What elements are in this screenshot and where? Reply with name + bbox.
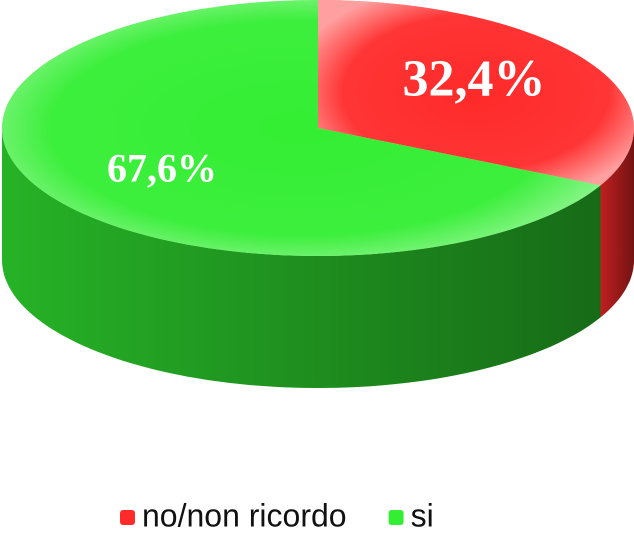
slice-shine — [2, 0, 601, 256]
value-label: 67,6% — [107, 146, 217, 191]
legend-label: si — [411, 497, 434, 533]
legend-swatch — [388, 510, 404, 525]
legend-label: no/non ricordo — [142, 497, 347, 533]
value-label: 32,4% — [402, 51, 545, 108]
legend-swatch — [120, 510, 135, 525]
side-shade — [600, 128, 634, 318]
slice-shine — [318, 0, 634, 186]
side-shade — [2, 128, 601, 388]
